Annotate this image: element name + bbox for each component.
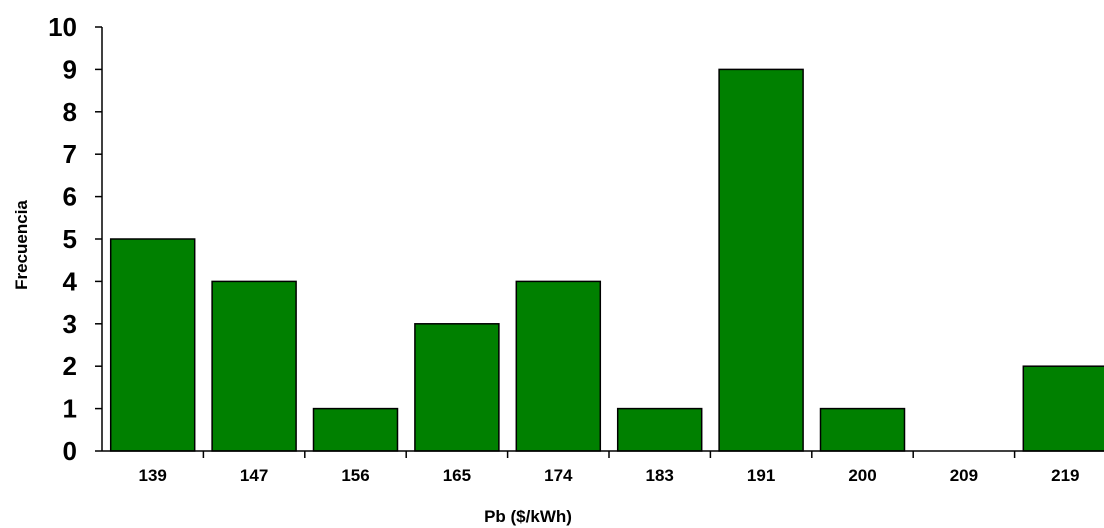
bar-183 bbox=[616, 407, 703, 452]
x-tick-label: 200 bbox=[848, 466, 876, 485]
x-tick-label: 191 bbox=[747, 466, 775, 485]
y-ticks-group: 0 1 2 3 4 5 6 7 8 9 10 bbox=[48, 12, 102, 466]
x-tick-label: 209 bbox=[950, 466, 978, 485]
y-tick-label: 0 bbox=[63, 436, 77, 466]
bar-219 bbox=[1022, 365, 1104, 452]
y-axis-title: Frecuencia bbox=[12, 200, 31, 290]
y-tick-label: 9 bbox=[63, 54, 77, 84]
bar-174 bbox=[515, 280, 602, 452]
y-tick-label: 8 bbox=[63, 97, 77, 127]
bar-191 bbox=[718, 68, 804, 452]
y-tick-label: 3 bbox=[63, 309, 77, 339]
x-axis-title: Pb ($/kWh) bbox=[484, 507, 572, 526]
bar-200 bbox=[819, 407, 906, 452]
y-tick-label: 2 bbox=[63, 351, 77, 381]
x-tick-label: 174 bbox=[544, 466, 573, 485]
x-ticks-group: 139 147 156 165 174 183 191 200 209 219 bbox=[139, 451, 1079, 485]
y-tick-label: 1 bbox=[63, 394, 77, 424]
y-tick-label: 4 bbox=[63, 266, 78, 296]
x-tick-label: 183 bbox=[646, 466, 674, 485]
bars-group bbox=[109, 68, 1104, 452]
x-tick-label: 219 bbox=[1051, 466, 1079, 485]
x-tick-label: 165 bbox=[443, 466, 471, 485]
y-tick-label: 10 bbox=[48, 12, 77, 42]
x-tick-label: 156 bbox=[341, 466, 369, 485]
y-tick-label: 7 bbox=[63, 139, 77, 169]
bar-156 bbox=[312, 407, 399, 452]
y-tick-label: 6 bbox=[63, 182, 77, 212]
x-tick-label: 147 bbox=[240, 466, 268, 485]
bar-147 bbox=[211, 280, 297, 452]
bar-165 bbox=[414, 323, 500, 452]
bar-139 bbox=[109, 238, 196, 452]
x-tick-label: 139 bbox=[139, 466, 167, 485]
y-tick-label: 5 bbox=[63, 224, 77, 254]
